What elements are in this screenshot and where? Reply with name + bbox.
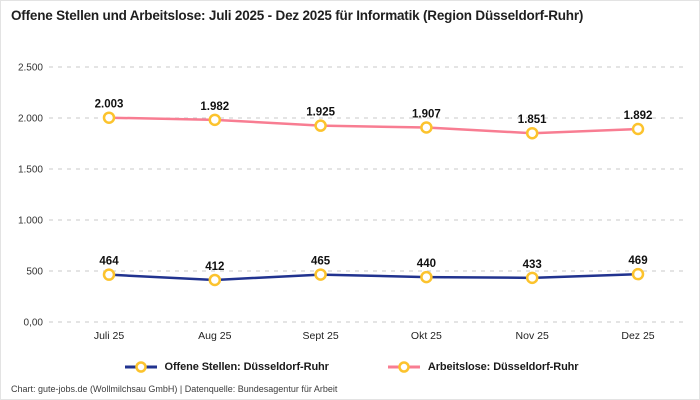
data-point-marker[interactable] <box>208 273 222 287</box>
chart-title: Offene Stellen und Arbeitslose: Juli 202… <box>11 8 584 23</box>
data-point-label: 412 <box>205 261 224 273</box>
data-point-label: 1.851 <box>518 114 547 126</box>
data-point-label: 1.925 <box>306 107 335 119</box>
data-point-marker[interactable] <box>314 119 327 132</box>
data-point-label: 433 <box>523 259 542 271</box>
data-point-marker[interactable] <box>102 268 116 281</box>
x-axis-tick-label: Dez 25 <box>621 330 654 342</box>
y-axis-tick-label: 2.000 <box>18 114 43 125</box>
series-line <box>107 116 640 135</box>
legend: Offene Stellen: Düsseldorf-Ruhr Arbeitsl… <box>1 361 700 373</box>
data-point-label: 2.003 <box>95 99 124 111</box>
data-point-label: 464 <box>99 256 119 268</box>
series-line <box>107 272 640 282</box>
y-axis-tick-label: 1.500 <box>18 165 43 176</box>
x-axis-tick-label: Aug 25 <box>198 330 231 342</box>
data-point-marker[interactable] <box>314 268 327 281</box>
data-point-marker[interactable] <box>420 121 433 134</box>
y-axis-tick-label: 2.500 <box>18 63 43 74</box>
legend-label-offene-stellen: Offene Stellen: Düsseldorf-Ruhr <box>164 361 329 373</box>
data-point-marker[interactable] <box>525 271 539 285</box>
y-axis-tick-label: 500 <box>26 267 43 278</box>
y-axis-tick-label: 1.000 <box>18 216 43 227</box>
data-point-label: 465 <box>311 256 331 268</box>
data-point-marker[interactable] <box>631 267 645 281</box>
data-point-marker[interactable] <box>631 122 645 136</box>
data-point-label: 1.892 <box>624 110 653 122</box>
legend-item-offene-stellen[interactable]: Offene Stellen: Düsseldorf-Ruhr <box>124 361 329 373</box>
data-point-marker[interactable] <box>208 113 222 127</box>
y-axis-tick-label: 0,00 <box>24 318 44 329</box>
data-point-marker[interactable] <box>525 126 539 140</box>
data-point-label: 469 <box>628 255 647 267</box>
legend-swatch-offene-stellen-icon <box>124 361 157 373</box>
legend-item-arbeitslose[interactable]: Arbeitslose: Düsseldorf-Ruhr <box>387 361 579 373</box>
data-point-label: 440 <box>417 258 436 270</box>
legend-swatch-arbeitslose-icon <box>387 361 420 373</box>
data-point-label: 1.907 <box>412 108 441 120</box>
x-axis-tick-label: Juli 25 <box>94 330 125 342</box>
x-axis-tick-label: Nov 25 <box>516 330 549 342</box>
data-point-marker[interactable] <box>102 111 116 124</box>
data-point-marker[interactable] <box>420 270 433 284</box>
legend-label-arbeitslose: Arbeitslose: Düsseldorf-Ruhr <box>427 361 579 373</box>
data-point-label: 1.982 <box>200 101 229 113</box>
x-axis-tick-label: Sept 25 <box>302 330 338 342</box>
chart-source-note: Chart: gute-jobs.de (Wollmilchsau GmbH) … <box>11 384 338 394</box>
x-axis-tick-label: Okt 25 <box>411 330 442 342</box>
line-chart: 0,00 500 1.000 1.500 2.000 2.500 Juli 25 Aug 25… <box>18 63 687 342</box>
